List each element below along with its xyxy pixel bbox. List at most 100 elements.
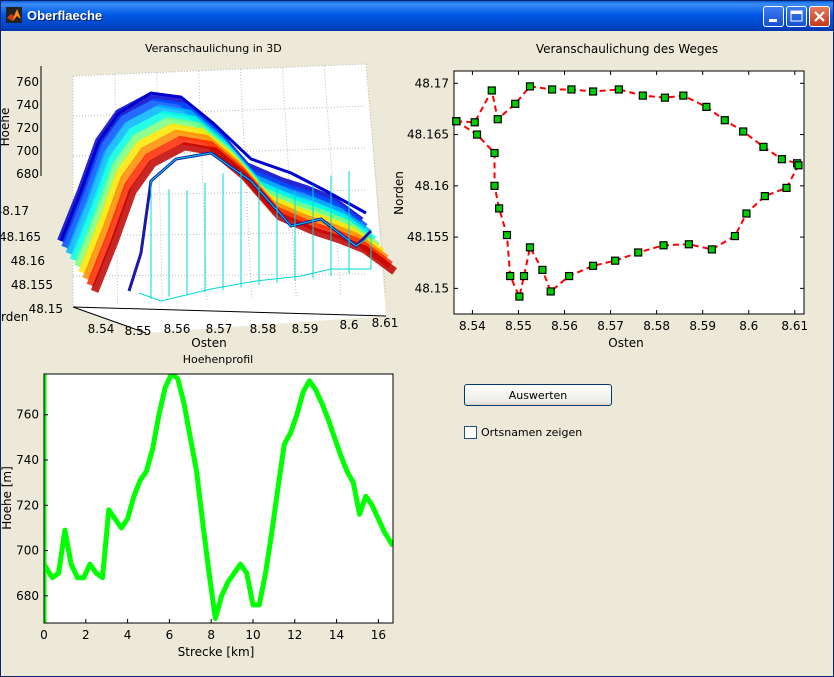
surface-x-tick-label: 8.56 [164,322,191,336]
route-x-tick-label: 8.58 [643,319,670,333]
matlab-icon [6,7,22,23]
route-marker [777,155,786,164]
surface-grid-line [156,72,163,304]
route-y-tick-label: 48.155 [407,230,449,244]
surface-x-tick-label: 8.55 [125,324,152,338]
window-title: Oberflaeche [27,8,103,23]
route-marker [538,265,547,275]
profile-plot-area [44,374,393,623]
route-marker [515,292,524,301]
route-marker [525,243,535,252]
route-x-label: Osten [608,336,643,350]
close-icon [814,11,825,22]
profile-y-tick-label: 700 [16,544,39,558]
close-button[interactable] [809,6,830,27]
profile-plot-title: Hoehenprofil [183,353,253,366]
route-marker [490,181,499,190]
surface-grid-line [72,231,367,237]
route-y-tick-label: 48.16 [415,179,449,193]
profile-y-tick-label: 720 [16,498,39,512]
route-marker [730,231,740,241]
route-y-tick-label: 48.17 [415,76,449,90]
route-marker [511,99,520,108]
profile-x-tick-label: 12 [287,628,302,642]
route-y-label: Norden [392,171,406,215]
route-marker [614,85,623,94]
surface-plot-3d[interactable]: 8.54 8.55 8.56 8.57 8.58 8.59 8.6 8.61 48.17 48.1… [1,31,421,351]
route-marker [679,91,688,100]
route-x-tick-label: 8.59 [689,319,716,333]
auswerten-button[interactable]: Auswerten [464,384,612,406]
profile-plot-panel[interactable]: 0 2 4 6 8 10 12 14 16 760 740 720 700 680 Hoehenprofil… [1,346,421,666]
profile-y-tick-label: 680 [16,589,39,603]
surface-x-tick-label: 8.61 [372,316,399,330]
profile-y-tick-label: 740 [16,453,39,467]
route-marker [739,127,748,136]
surface-y-tick-label: 48.155 [11,278,53,292]
route-marker [525,82,535,91]
surface-edge [59,91,367,242]
route-x-tick-label: 8.56 [551,319,578,333]
surface-curtain [138,152,372,302]
surface-z-label: Hoehe [1,108,12,147]
route-marker [794,161,803,170]
route-x-tick-label: 8.54 [459,319,486,333]
route-marker [502,230,512,240]
route-marker [452,117,461,126]
route-marker [707,245,716,254]
maximize-button[interactable] [786,6,807,27]
route-marker [490,148,499,158]
route-marker [588,87,598,96]
profile-x-tick-label: 4 [124,628,132,642]
route-x-tick-label: 8.55 [505,319,532,333]
surface-z-tick-label: 720 [16,121,39,135]
title-bar[interactable]: Oberflaeche [1,1,833,31]
profile-x-tick-label: 14 [329,628,344,642]
route-x-tick-label: 8.57 [597,319,624,333]
surface-y-tick-label: 48.165 [1,230,41,244]
plot-3d-panel[interactable]: 8.54 8.55 8.56 8.57 8.58 8.59 8.6 8.61 48.17 48.1… [1,31,421,351]
route-marker [495,204,504,213]
route-plot[interactable]: 8.54 8.55 8.56 8.57 8.58 8.59 8.6 8.61 48.17 48.1… [381,31,834,361]
surface-x-tick-label: 8.57 [206,322,233,336]
route-marker [660,93,670,102]
profile-y-label: Hoehe [m] [1,466,14,530]
surface-y-tick-label: 48.16 [11,254,45,268]
route-marker [634,248,643,257]
profile-x-tick-label: 6 [166,628,174,642]
route-y-tick-label: 48.165 [407,128,449,142]
route-marker [487,86,496,95]
route-plot-panel[interactable]: 8.54 8.55 8.56 8.57 8.58 8.59 8.6 8.61 48.17 48.1… [381,31,834,361]
surface-grid-line [114,74,119,306]
surface-x-axis [72,306,387,317]
surface-x-tick-label: 8.59 [292,322,319,336]
elevation-profile-plot[interactable]: 0 2 4 6 8 10 12 14 16 760 740 720 700 680 Hoehenprofil… [1,346,421,666]
surface-y-tick-label: 48.15 [29,302,63,316]
route-marker [506,271,515,281]
surface-z-tick-label: 740 [16,98,39,112]
route-marker [611,256,620,265]
surface-x-tick-label: 8.54 [88,322,115,336]
route-marker [782,183,791,192]
route-marker [742,209,751,218]
route-marker [472,130,482,139]
route-marker [659,241,668,250]
route-marker [547,85,557,94]
route-marker [720,116,729,125]
route-y-tick-label: 48.15 [415,281,449,295]
minimize-icon [769,19,777,22]
ortsnamen-label: Ortsnamen zeigen [481,425,583,439]
profile-x-tick-label: 10 [245,628,260,642]
minimize-button[interactable] [763,6,784,27]
route-marker [493,115,502,124]
route-marker [684,240,693,249]
profile-x-label: Strecke [km] [178,645,255,659]
route-marker [760,191,769,201]
ortsnamen-checkbox[interactable] [464,425,477,439]
surface-grid-line [72,273,367,277]
ortsnamen-option[interactable]: Ortsnamen zeigen [464,425,582,439]
surface-band [90,142,397,293]
surface-grid-line [365,63,387,294]
surface-x-tick-label: 8.58 [250,322,277,336]
